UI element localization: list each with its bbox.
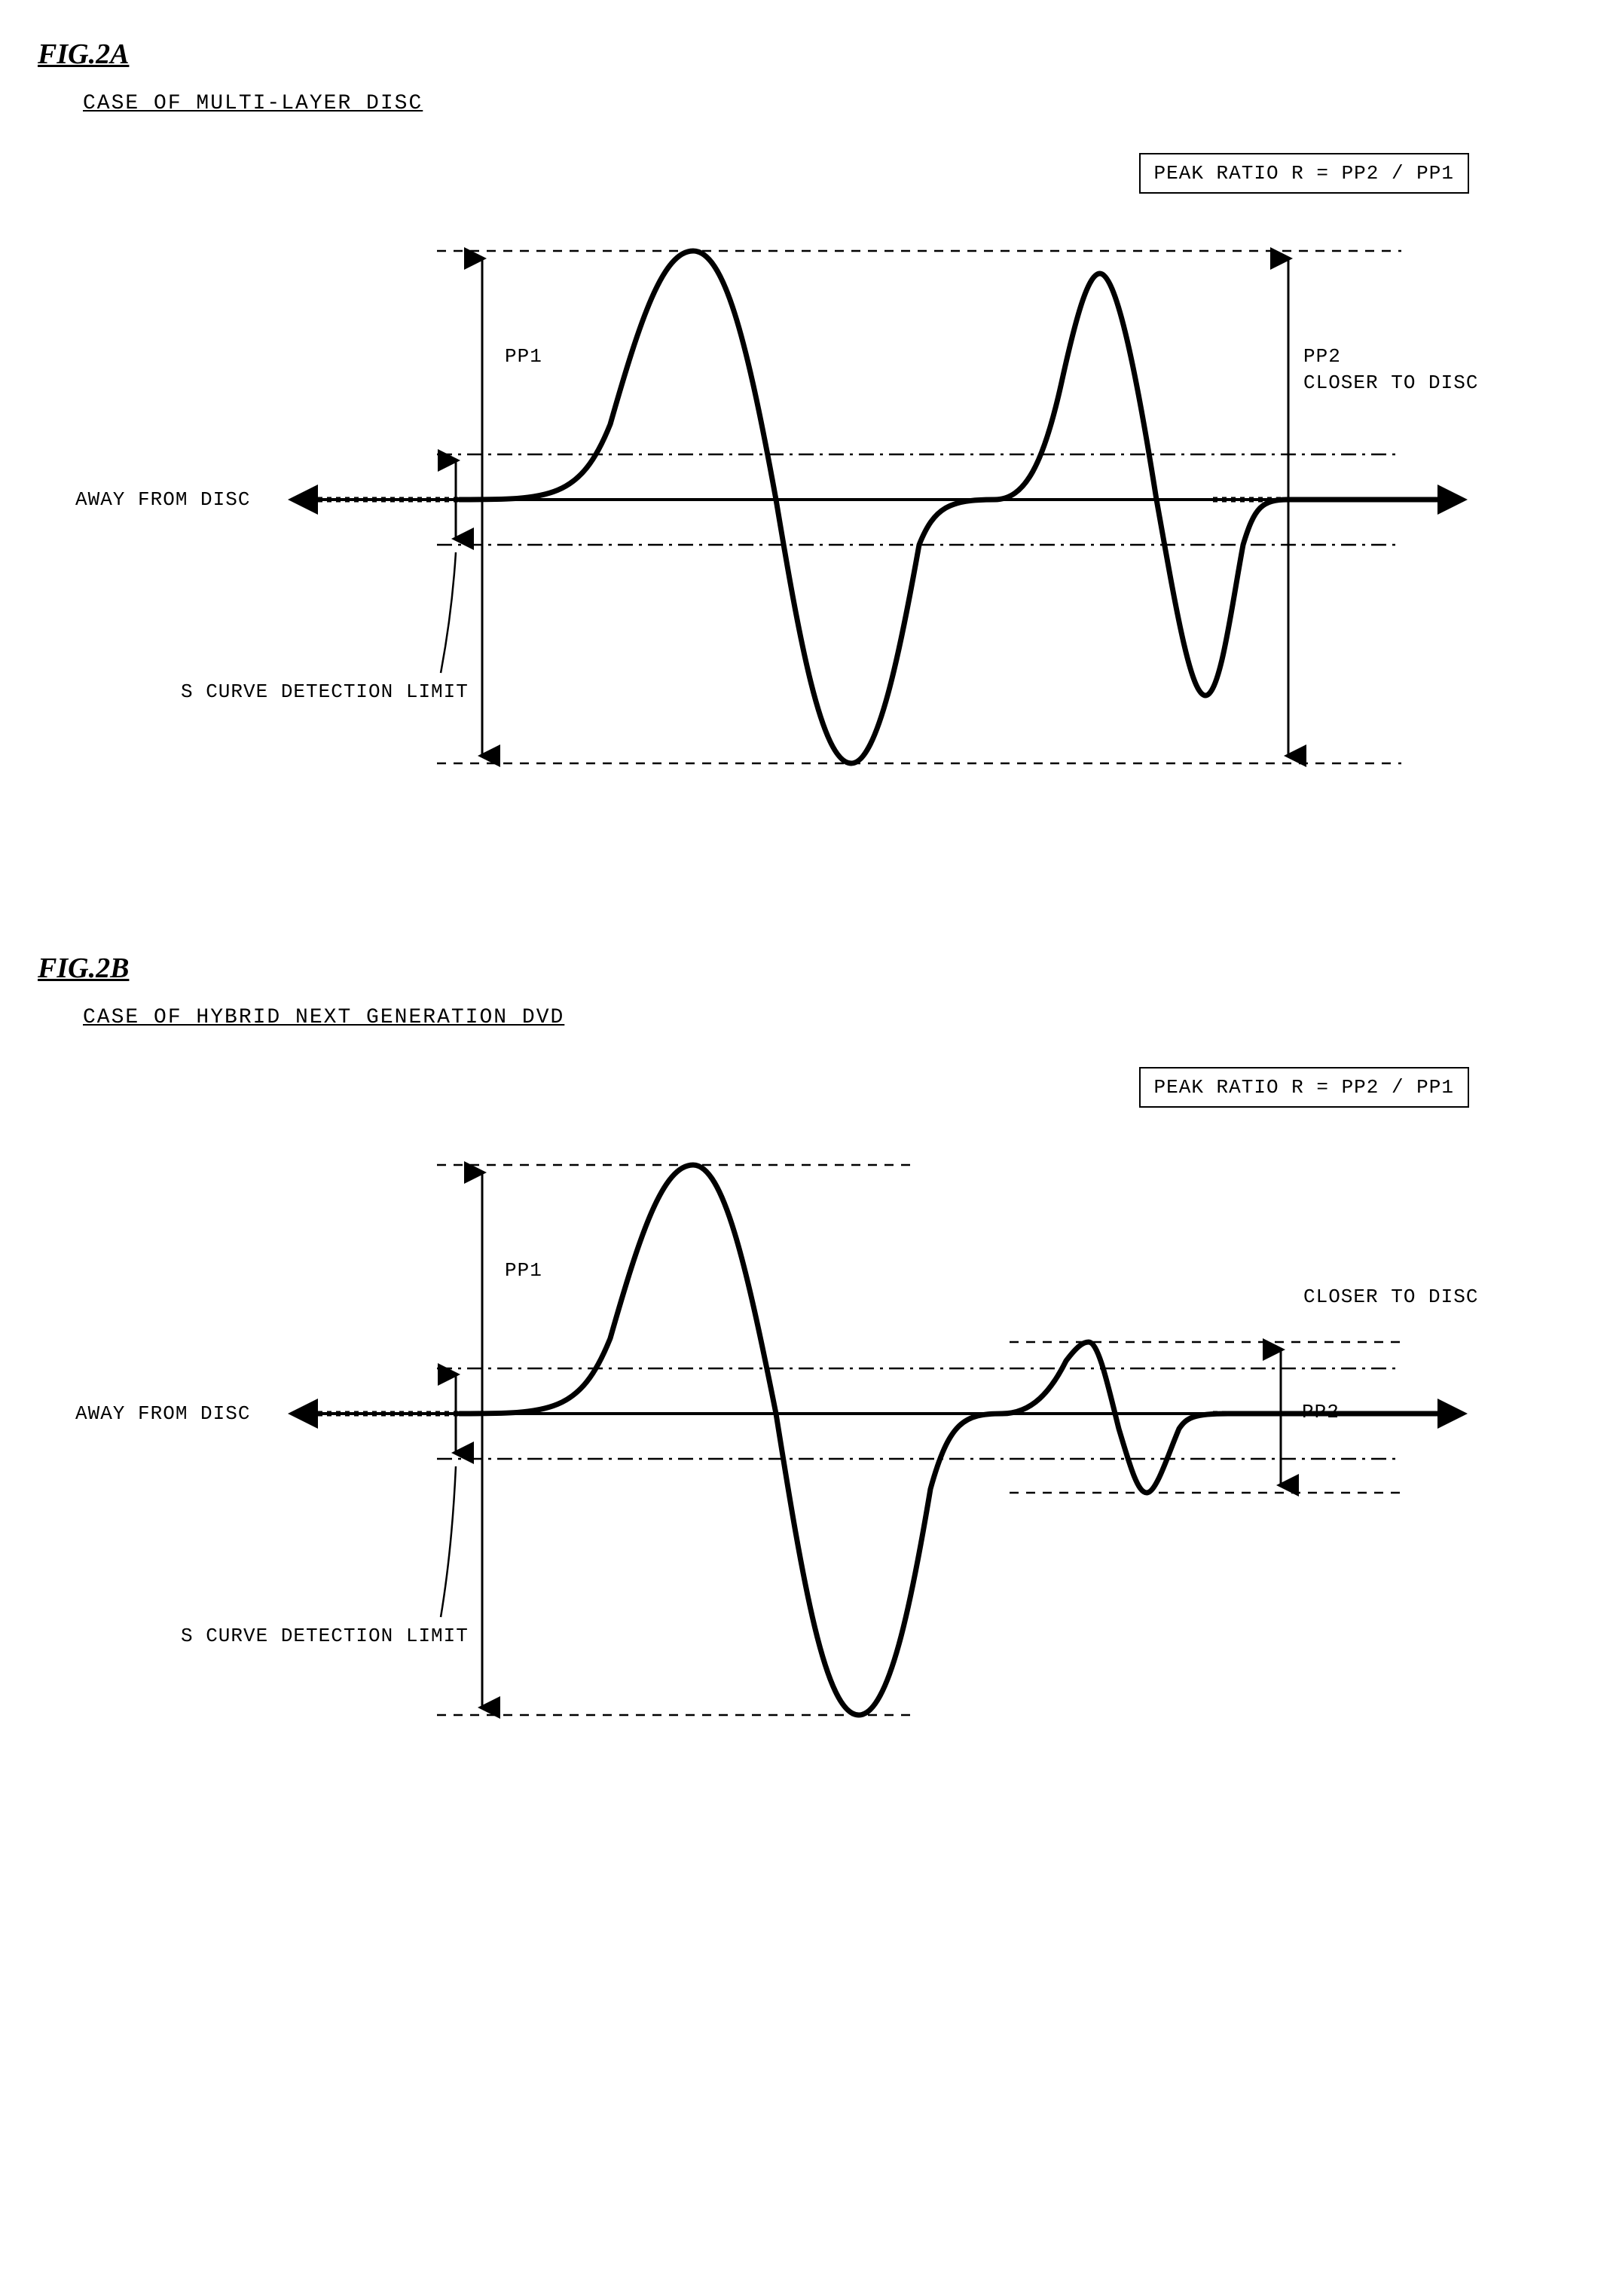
- scurve-leader-2a: [441, 552, 456, 673]
- scurve-leader-2b: [441, 1466, 456, 1617]
- pp1-label-2a: PP1: [505, 345, 542, 368]
- fig-2a-case-label: CASE OF MULTI-LAYER DISC: [83, 92, 1569, 115]
- fig-2a-label: FIG.2A: [38, 38, 1569, 71]
- fig-2b-label: FIG.2B: [38, 952, 1569, 985]
- pp2-label-2b: PP2: [1302, 1401, 1340, 1423]
- scurve-label-2a: S CURVE DETECTION LIMIT: [181, 680, 469, 703]
- chart-2b-wrap: PEAK RATIO R = PP2 / PP1 AWAY FROM DISC …: [83, 1037, 1514, 1790]
- fig-2b-case-label: CASE OF HYBRID NEXT GENERATION DVD: [83, 1006, 1569, 1029]
- closer-to-disc-label-2a: CLOSER TO DISC: [1303, 371, 1478, 394]
- s-curve-2a: [460, 251, 1447, 763]
- pp2-label-2a: PP2: [1303, 345, 1341, 368]
- chart-2a-wrap: PEAK RATIO R = PP2 / PP1 AWAY FROM DISC …: [83, 123, 1514, 876]
- figure-2a-block: FIG.2A CASE OF MULTI-LAYER DISC PEAK RAT…: [38, 38, 1569, 876]
- s-curve-2b: [460, 1165, 1447, 1715]
- peak-ratio-box-2a: PEAK RATIO R = PP2 / PP1: [1139, 153, 1469, 194]
- chart-2a-svg: [83, 123, 1514, 876]
- scurve-label-2b: S CURVE DETECTION LIMIT: [181, 1625, 469, 1647]
- away-from-disc-label-2b: AWAY FROM DISC: [75, 1402, 250, 1425]
- peak-ratio-box-2b: PEAK RATIO R = PP2 / PP1: [1139, 1067, 1469, 1108]
- figure-2b-block: FIG.2B CASE OF HYBRID NEXT GENERATION DV…: [38, 952, 1569, 1790]
- away-from-disc-label-2a: AWAY FROM DISC: [75, 488, 250, 511]
- chart-2b-svg: [83, 1037, 1514, 1790]
- pp1-label-2b: PP1: [505, 1259, 542, 1282]
- closer-to-disc-label-2b: CLOSER TO DISC: [1303, 1286, 1478, 1308]
